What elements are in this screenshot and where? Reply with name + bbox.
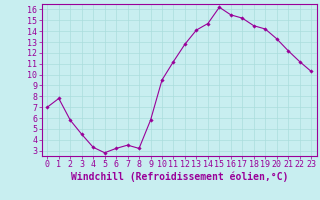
X-axis label: Windchill (Refroidissement éolien,°C): Windchill (Refroidissement éolien,°C) [70,172,288,182]
